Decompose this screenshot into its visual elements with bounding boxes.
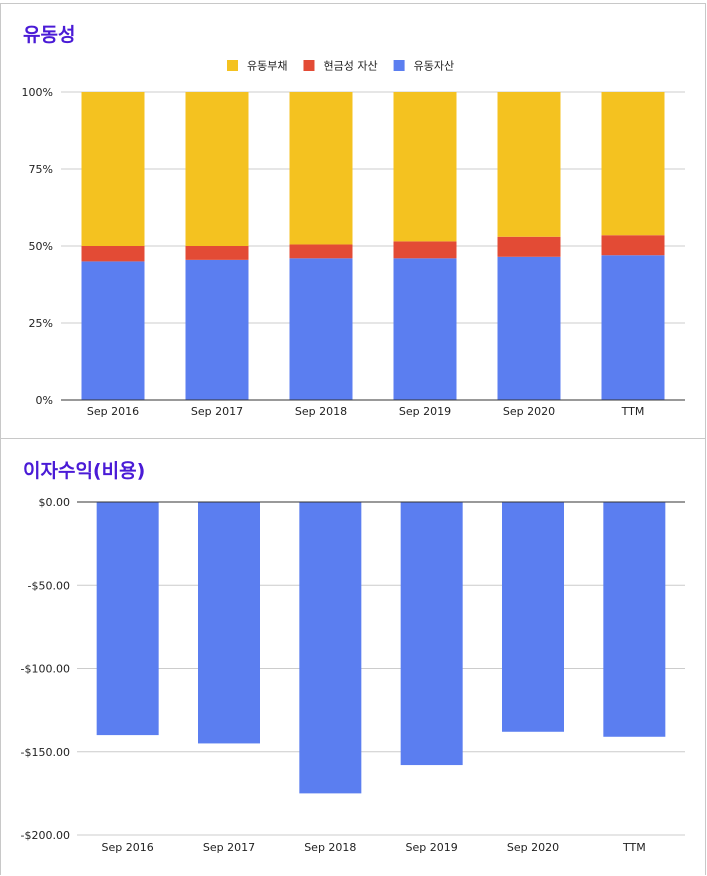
x-tick-label: Sep 2016 (87, 405, 139, 418)
legend-label: 유동자산 (414, 60, 454, 73)
bar-ttm (603, 502, 666, 737)
legend-label: 유동부채 (247, 60, 287, 73)
legend-swatch- (393, 60, 405, 71)
legend-swatch- (303, 60, 315, 71)
interest-chart-title: 이자수익(비용) (23, 460, 146, 482)
x-tick-label: Sep 2017 (191, 405, 243, 418)
interest-chart-panel: 이자수익(비용) $0.00 -$50.00 -$100.00 -$150.00 -$2… (0, 438, 706, 875)
y-tick-label: 0% (36, 394, 53, 407)
x-tick-label: Sep 2020 (507, 841, 559, 854)
bar-sep-2016- (81, 246, 145, 262)
bar-sep-2017- (185, 259, 249, 400)
bar-ttm- (601, 92, 665, 236)
bar-ttm- (601, 255, 665, 400)
bar-sep-2019- (393, 92, 457, 242)
y-tick-label: 25% (29, 317, 53, 330)
legend-swatch- (227, 60, 238, 71)
y-tick-label: -$100.00 (21, 663, 70, 676)
y-tick-label: -$50.00 (28, 579, 70, 592)
x-tick-label: Sep 2018 (295, 405, 347, 418)
bar-sep-2019- (393, 258, 457, 400)
x-tick-label: TTM (621, 405, 645, 418)
x-tick-label: Sep 2019 (406, 841, 458, 854)
x-tick-label: Sep 2017 (203, 841, 255, 854)
bar-sep-2019 (400, 502, 463, 766)
legend: 유동부채 현금성 자산 유동자산 (227, 60, 454, 73)
x-tick-label: Sep 2020 (503, 405, 555, 418)
y-tick-label: $0.00 (39, 496, 71, 509)
legend-label: 현금성 자산 (323, 60, 377, 73)
y-tick-label: -$150.00 (21, 746, 70, 759)
bar-sep-2020- (497, 92, 561, 237)
liquidity-chart-title: 유동성 (23, 24, 76, 46)
interest-chart: $0.00 -$50.00 -$100.00 -$150.00 -$200.00 Sep … (21, 496, 685, 854)
y-tick-label: 100% (22, 86, 53, 99)
x-tick-label: TTM (622, 841, 646, 854)
bar-sep-2020- (497, 256, 561, 400)
bar-sep-2016- (81, 92, 145, 246)
bar-sep-2019- (393, 241, 457, 259)
bar-ttm- (601, 235, 665, 256)
bar-sep-2016 (96, 502, 159, 736)
liquidity-chart-panel: 유동성 유동부채 현금성 자산 유동자산 0% 25% 50% 75% 100% Sep 201… (0, 3, 706, 439)
bar-sep-2018- (289, 92, 353, 245)
bar-sep-2018 (299, 502, 362, 794)
bar-sep-2017- (185, 92, 249, 246)
bar-sep-2017 (198, 502, 260, 744)
x-tick-label: Sep 2019 (399, 405, 451, 418)
bar-sep-2018- (289, 244, 353, 259)
x-tick-label: Sep 2016 (102, 841, 154, 854)
y-tick-label: 50% (29, 240, 53, 253)
liquidity-chart: 유동부채 현금성 자산 유동자산 0% 25% 50% 75% 100% Sep 2016 Sep… (22, 60, 685, 418)
bar-sep-2020 (502, 502, 564, 732)
bar-sep-2016- (81, 261, 145, 400)
bar-sep-2020- (497, 236, 561, 257)
bar-sep-2018- (289, 258, 353, 400)
bar-sep-2017- (185, 246, 249, 260)
y-tick-label: 75% (29, 163, 53, 176)
x-tick-label: Sep 2018 (304, 841, 356, 854)
y-tick-label: -$200.00 (21, 829, 70, 842)
